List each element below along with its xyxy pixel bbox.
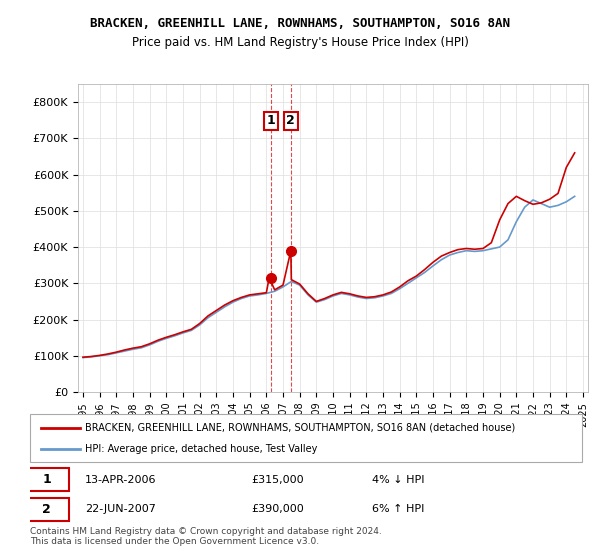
- Text: 13-APR-2006: 13-APR-2006: [85, 474, 157, 484]
- Text: 6% ↑ HPI: 6% ↑ HPI: [372, 504, 425, 514]
- Text: 4% ↓ HPI: 4% ↓ HPI: [372, 474, 425, 484]
- Text: HPI: Average price, detached house, Test Valley: HPI: Average price, detached house, Test…: [85, 444, 317, 454]
- Text: Price paid vs. HM Land Registry's House Price Index (HPI): Price paid vs. HM Land Registry's House …: [131, 36, 469, 49]
- FancyBboxPatch shape: [30, 414, 582, 462]
- Text: BRACKEN, GREENHILL LANE, ROWNHAMS, SOUTHAMPTON, SO16 8AN (detached house): BRACKEN, GREENHILL LANE, ROWNHAMS, SOUTH…: [85, 423, 515, 433]
- Text: 2: 2: [286, 114, 295, 128]
- Text: Contains HM Land Registry data © Crown copyright and database right 2024.
This d: Contains HM Land Registry data © Crown c…: [30, 526, 382, 546]
- FancyBboxPatch shape: [25, 468, 68, 491]
- Text: 2: 2: [42, 503, 51, 516]
- Text: 22-JUN-2007: 22-JUN-2007: [85, 504, 156, 514]
- Text: £390,000: £390,000: [251, 504, 304, 514]
- Text: £315,000: £315,000: [251, 474, 304, 484]
- FancyBboxPatch shape: [25, 498, 68, 521]
- Text: BRACKEN, GREENHILL LANE, ROWNHAMS, SOUTHAMPTON, SO16 8AN: BRACKEN, GREENHILL LANE, ROWNHAMS, SOUTH…: [90, 17, 510, 30]
- Text: 1: 1: [42, 473, 51, 486]
- Text: 1: 1: [266, 114, 275, 128]
